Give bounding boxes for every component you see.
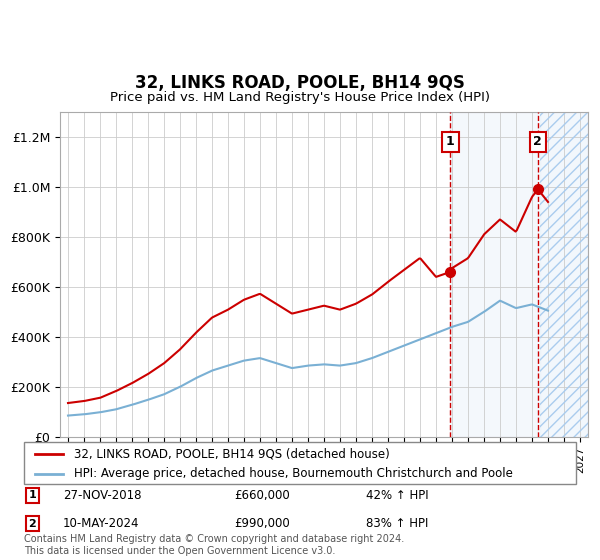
Text: 2: 2 xyxy=(533,136,542,148)
Text: 42% ↑ HPI: 42% ↑ HPI xyxy=(366,489,429,502)
Text: 83% ↑ HPI: 83% ↑ HPI xyxy=(366,517,428,530)
Text: 32, LINKS ROAD, POOLE, BH14 9QS: 32, LINKS ROAD, POOLE, BH14 9QS xyxy=(135,74,465,92)
Text: £990,000: £990,000 xyxy=(234,517,290,530)
Text: HPI: Average price, detached house, Bournemouth Christchurch and Poole: HPI: Average price, detached house, Bour… xyxy=(74,468,512,480)
Text: 2: 2 xyxy=(28,519,36,529)
FancyBboxPatch shape xyxy=(24,442,576,484)
Bar xyxy=(540,112,588,437)
Text: 32, LINKS ROAD, POOLE, BH14 9QS (detached house): 32, LINKS ROAD, POOLE, BH14 9QS (detache… xyxy=(74,447,389,461)
Text: Price paid vs. HM Land Registry's House Price Index (HPI): Price paid vs. HM Land Registry's House … xyxy=(110,91,490,104)
Text: Contains HM Land Registry data © Crown copyright and database right 2024.
This d: Contains HM Land Registry data © Crown c… xyxy=(24,534,404,556)
Text: £660,000: £660,000 xyxy=(234,489,290,502)
Bar xyxy=(451,112,538,437)
Bar xyxy=(540,112,588,437)
Text: 27-NOV-2018: 27-NOV-2018 xyxy=(62,489,141,502)
Text: 1: 1 xyxy=(446,136,455,148)
Text: 1: 1 xyxy=(28,491,36,501)
Text: 10-MAY-2024: 10-MAY-2024 xyxy=(62,517,139,530)
